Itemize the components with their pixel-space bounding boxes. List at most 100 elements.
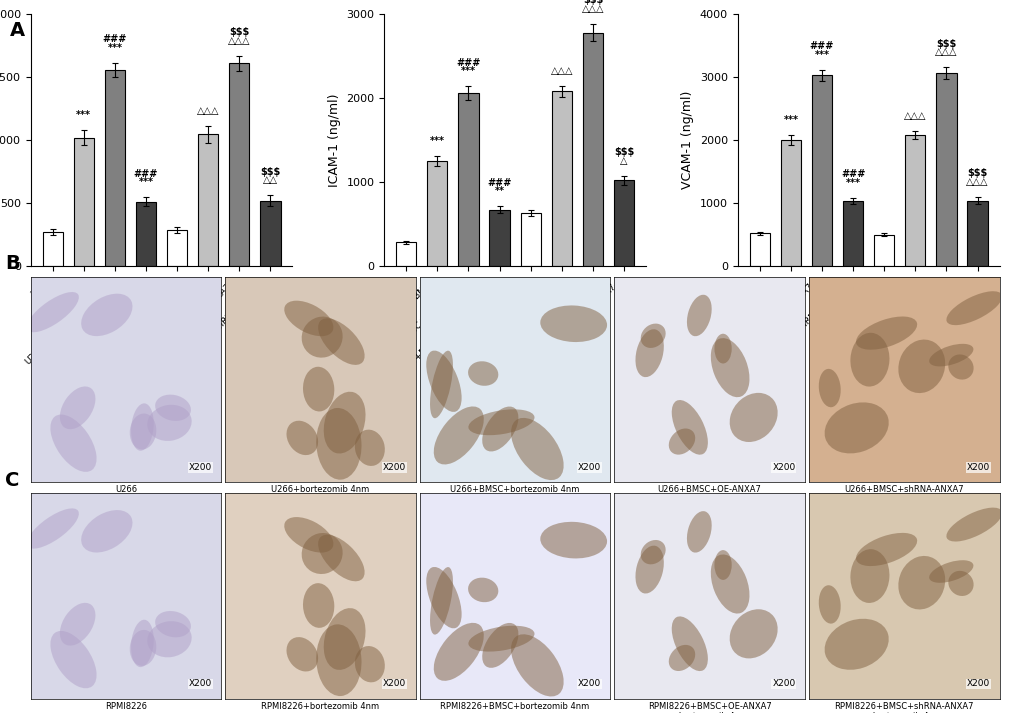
Ellipse shape bbox=[686, 511, 711, 553]
Ellipse shape bbox=[26, 508, 78, 549]
Ellipse shape bbox=[928, 344, 972, 366]
Ellipse shape bbox=[729, 393, 776, 442]
Ellipse shape bbox=[686, 294, 711, 337]
Ellipse shape bbox=[284, 301, 333, 337]
Text: ###: ### bbox=[840, 169, 864, 179]
Text: $$$: $$$ bbox=[966, 168, 986, 178]
Y-axis label: VCAM-1 (ng/ml): VCAM-1 (ng/ml) bbox=[681, 91, 694, 190]
Text: △△△: △△△ bbox=[581, 4, 603, 14]
Ellipse shape bbox=[286, 637, 318, 672]
X-axis label: RPMI8226+BMSC+shRNA-ANXA7
+bortezomib 4nm: RPMI8226+BMSC+shRNA-ANXA7 +bortezomib 4n… bbox=[834, 702, 973, 713]
Bar bbox=[551, 91, 572, 266]
Ellipse shape bbox=[540, 522, 606, 558]
Ellipse shape bbox=[635, 545, 663, 593]
Ellipse shape bbox=[430, 567, 452, 635]
Bar bbox=[395, 242, 416, 266]
X-axis label: RPMI8226+BMSC+OE-ANXA7
+bortezomib 4nm: RPMI8226+BMSC+OE-ANXA7 +bortezomib 4nm bbox=[647, 702, 770, 713]
Ellipse shape bbox=[147, 405, 192, 441]
Text: $$$: $$$ bbox=[260, 167, 280, 177]
Ellipse shape bbox=[511, 635, 564, 697]
Text: X200: X200 bbox=[189, 679, 212, 689]
Ellipse shape bbox=[928, 560, 972, 583]
Text: X200: X200 bbox=[771, 463, 795, 472]
Ellipse shape bbox=[303, 583, 334, 628]
Text: △△: △△ bbox=[263, 175, 278, 185]
Bar bbox=[904, 135, 924, 266]
Ellipse shape bbox=[729, 609, 776, 658]
X-axis label: U266+bortezomib 4nm: U266+bortezomib 4nm bbox=[271, 485, 369, 494]
Ellipse shape bbox=[948, 354, 973, 379]
Ellipse shape bbox=[355, 430, 384, 466]
Text: X200: X200 bbox=[383, 463, 406, 472]
Text: C: C bbox=[5, 471, 19, 490]
Text: ###: ### bbox=[133, 168, 158, 178]
Ellipse shape bbox=[430, 351, 452, 419]
Ellipse shape bbox=[318, 318, 364, 365]
X-axis label: RPMI8226+BMSC+bortezomib 4nm: RPMI8226+BMSC+bortezomib 4nm bbox=[440, 702, 589, 711]
X-axis label: U266: U266 bbox=[115, 485, 137, 494]
Text: ***: *** bbox=[76, 110, 91, 120]
Text: A: A bbox=[10, 21, 25, 41]
Text: ###: ### bbox=[487, 178, 512, 188]
Ellipse shape bbox=[323, 608, 365, 670]
Ellipse shape bbox=[433, 406, 483, 464]
Ellipse shape bbox=[60, 602, 96, 645]
Ellipse shape bbox=[130, 620, 154, 667]
Ellipse shape bbox=[672, 400, 707, 455]
Ellipse shape bbox=[635, 329, 663, 377]
Ellipse shape bbox=[710, 555, 749, 614]
Bar bbox=[520, 213, 540, 266]
Text: $$$: $$$ bbox=[613, 147, 634, 157]
X-axis label: U266+BMSC+bortezomib 4nm: U266+BMSC+bortezomib 4nm bbox=[450, 485, 579, 494]
Ellipse shape bbox=[850, 333, 889, 386]
Text: X200: X200 bbox=[189, 463, 212, 472]
Text: $$$: $$$ bbox=[582, 0, 602, 6]
Text: X200: X200 bbox=[383, 679, 406, 689]
Text: ***: *** bbox=[814, 50, 828, 60]
Text: X200: X200 bbox=[966, 679, 989, 689]
Ellipse shape bbox=[468, 626, 534, 652]
Ellipse shape bbox=[898, 339, 945, 393]
Ellipse shape bbox=[155, 611, 191, 637]
Bar bbox=[136, 202, 156, 266]
Ellipse shape bbox=[147, 621, 192, 657]
Text: ***: *** bbox=[461, 66, 476, 76]
Bar bbox=[935, 73, 956, 266]
Bar bbox=[105, 70, 125, 266]
Bar bbox=[458, 93, 478, 266]
Ellipse shape bbox=[668, 645, 695, 671]
Text: ###: ### bbox=[809, 41, 834, 51]
Ellipse shape bbox=[823, 619, 888, 670]
Ellipse shape bbox=[898, 556, 945, 610]
Ellipse shape bbox=[855, 317, 916, 349]
Text: X200: X200 bbox=[771, 679, 795, 689]
Ellipse shape bbox=[946, 291, 1002, 325]
Text: X200: X200 bbox=[966, 463, 989, 472]
Text: $$$: $$$ bbox=[229, 27, 250, 37]
Ellipse shape bbox=[823, 402, 888, 453]
Text: ***: *** bbox=[845, 178, 860, 188]
Text: △: △ bbox=[620, 155, 627, 165]
Text: X200: X200 bbox=[577, 679, 600, 689]
Ellipse shape bbox=[286, 421, 318, 455]
Ellipse shape bbox=[713, 550, 731, 580]
Ellipse shape bbox=[302, 533, 342, 574]
Ellipse shape bbox=[818, 585, 840, 624]
Bar bbox=[873, 235, 894, 266]
Ellipse shape bbox=[946, 508, 1002, 542]
Text: ###: ### bbox=[103, 34, 127, 43]
Ellipse shape bbox=[482, 623, 518, 668]
Bar bbox=[198, 135, 218, 266]
Text: **: ** bbox=[494, 186, 504, 196]
Text: X200: X200 bbox=[577, 463, 600, 472]
Ellipse shape bbox=[303, 366, 334, 411]
Text: ***: *** bbox=[429, 136, 444, 146]
Ellipse shape bbox=[130, 404, 154, 451]
Ellipse shape bbox=[316, 408, 361, 480]
Text: △△△: △△△ bbox=[228, 36, 251, 46]
Ellipse shape bbox=[468, 409, 534, 435]
Ellipse shape bbox=[433, 623, 483, 681]
Ellipse shape bbox=[316, 625, 361, 696]
Ellipse shape bbox=[129, 630, 156, 666]
Bar bbox=[613, 180, 634, 266]
